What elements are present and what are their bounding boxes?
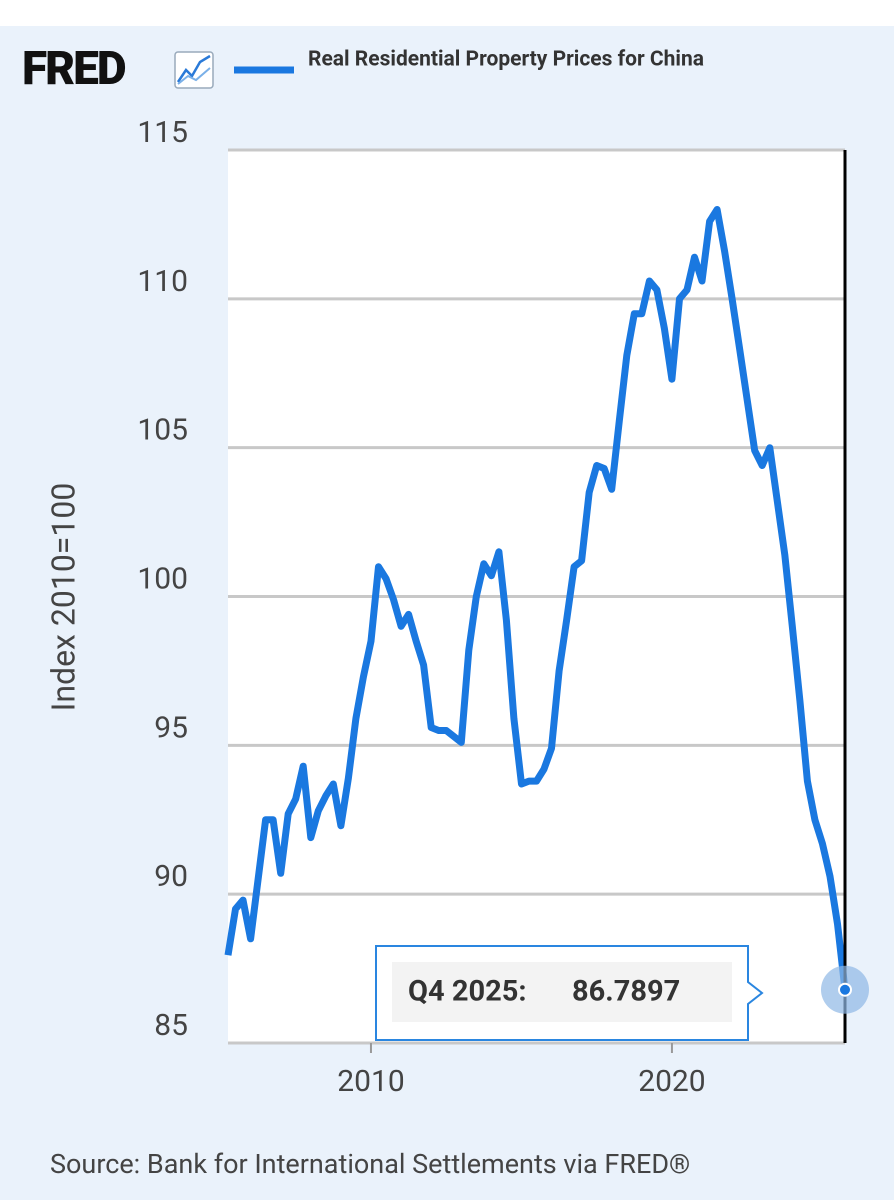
x-tick-label: 2010 bbox=[337, 1064, 404, 1099]
highlight-point bbox=[838, 982, 852, 997]
logo-icon bbox=[174, 51, 214, 89]
x-tick-label: 2020 bbox=[638, 1064, 705, 1099]
y-tick-label: 100 bbox=[137, 561, 188, 596]
y-tick-label: 110 bbox=[137, 264, 188, 299]
legend-label: Real Residential Property Prices for Chi… bbox=[308, 48, 704, 72]
data-line bbox=[224, 206, 849, 991]
y-tick-label: 105 bbox=[137, 413, 188, 448]
y-tick-label: 115 bbox=[137, 115, 188, 150]
logo: FRED bbox=[22, 42, 126, 96]
source: Source: Bank for International Settlemen… bbox=[50, 1148, 690, 1180]
y-tick-label: 95 bbox=[154, 710, 188, 745]
y-tick-label: 85 bbox=[154, 1008, 188, 1043]
y-axis-label: Index 2010=100 bbox=[44, 483, 82, 712]
tooltip-value: 86.7897 bbox=[572, 975, 680, 1009]
y-tick-label: 90 bbox=[154, 859, 188, 894]
tooltip-date: Q4 2025: bbox=[408, 975, 527, 1009]
tooltip-inner bbox=[392, 962, 732, 1022]
top-strip bbox=[0, 0, 894, 26]
